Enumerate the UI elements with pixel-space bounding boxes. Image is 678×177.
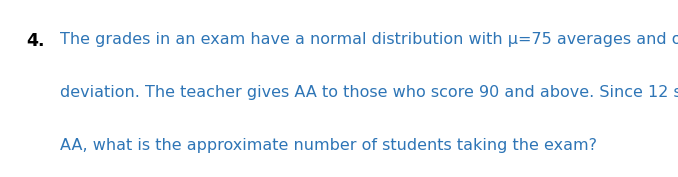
Text: 4.: 4. [26,32,44,50]
Text: deviation. The teacher gives AA to those who score 90 and above. Since 12 studen: deviation. The teacher gives AA to those… [60,85,678,100]
Text: The grades in an exam have a normal distribution with μ=75 averages and σ=8 stan: The grades in an exam have a normal dist… [60,32,678,47]
Text: AA, what is the approximate number of students taking the exam?: AA, what is the approximate number of st… [60,138,597,153]
